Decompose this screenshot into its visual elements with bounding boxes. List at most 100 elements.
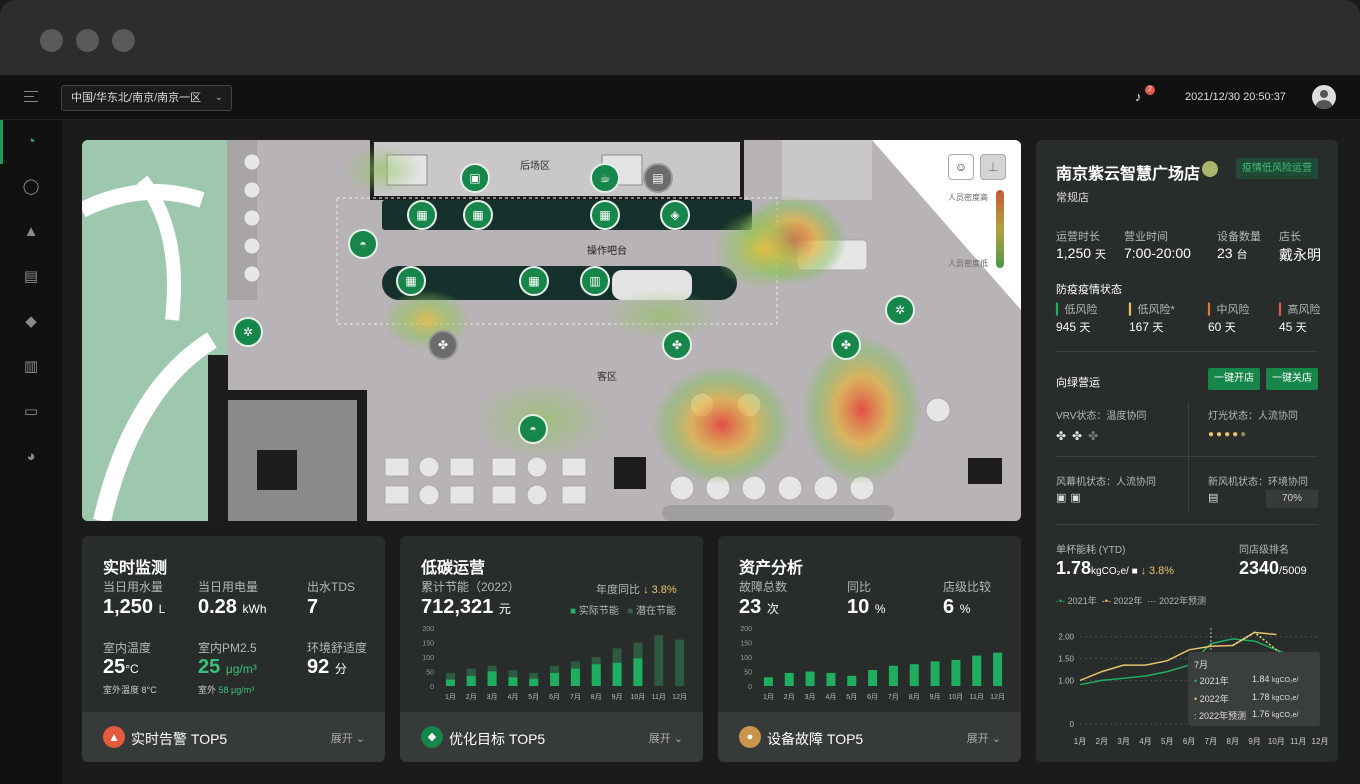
actual-saving-bar — [529, 678, 539, 686]
realtime-panel: 实时监测 当日用水量 1,250 L 当日用电量 0.28 kWh 出水TDS … — [82, 536, 385, 762]
vrv-fan-icons: ✤✤✤ — [1056, 429, 1105, 443]
fault-bar — [951, 659, 961, 686]
x-tick-label: 2月 — [466, 693, 477, 700]
clipboard-icon[interactable]: ▤ — [23, 268, 39, 285]
leaf-icon[interactable]: ◆ — [25, 313, 37, 330]
device-lamp-icon[interactable]: ◓ — [348, 229, 378, 259]
window-minimize-dot[interactable] — [76, 29, 99, 52]
epidemic-title: 防疫疫情状态 — [1056, 284, 1122, 296]
zone-label-bar: 操作吧台 — [587, 246, 627, 257]
device-fan-offline-icon[interactable]: ✤ — [428, 330, 458, 360]
alert-count-badge: 2 — [1145, 85, 1155, 95]
device-dispenser-icon[interactable]: ▥ — [580, 266, 610, 296]
pm25-value: 25 μg/m³ — [198, 656, 257, 678]
alert-bell-icon[interactable]: ♪ 2 — [1135, 85, 1155, 105]
fresh-air-status: 新风机状态：环境协同 — [1208, 477, 1308, 488]
rank-value: 2340/5009 — [1239, 558, 1307, 578]
monitor-icon[interactable]: ▭ — [23, 403, 39, 420]
realtime-footer[interactable]: ▲ 实时告警 TOP5 展开 ⌄ — [82, 712, 385, 762]
x-tick-label: 9月 — [930, 693, 941, 700]
asset-expand-button[interactable]: 展开 ⌄ — [966, 733, 1001, 745]
carbon-footer[interactable]: ◆ 优化目标 TOP5 展开 ⌄ — [400, 712, 703, 762]
fault-bar — [805, 671, 815, 686]
y-tick-label: 50 — [426, 670, 434, 677]
person-filter-button[interactable]: ☺ — [948, 154, 974, 180]
device-lamp-icon[interactable]: ◓ — [518, 414, 548, 444]
x-tick-label: 8月 — [1227, 737, 1239, 746]
device-airpurifier-icon[interactable]: ✲ — [233, 317, 263, 347]
fault-bar — [847, 675, 857, 686]
carbon-expand-button[interactable]: 展开 ⌄ — [648, 733, 683, 745]
carbon-yoy: 年度同比 ↓ 3.8% — [596, 584, 677, 596]
device-fridge-icon[interactable]: ▦ — [519, 266, 549, 296]
stat-label-devices: 设备数量 — [1217, 231, 1261, 243]
fault-bar — [993, 652, 1003, 686]
comfort-label: 环境舒适度 — [307, 641, 368, 655]
power-value: 0.28 kWh — [198, 596, 267, 618]
asset-footer[interactable]: ● 设备故障 TOP5 展开 ⌄ — [718, 712, 1021, 762]
y-tick-label: 100 — [422, 655, 434, 662]
device-fridge-icon[interactable]: ▦ — [463, 200, 493, 230]
asset-bar-chart: 0 50 100 150 200 1月 2月 3月 4月 5月 6月 7月 8月 9月 10月 11月 12月 — [740, 626, 1005, 700]
location-selector[interactable]: 中国/华东北/南京/南京一区 ⌄ — [61, 85, 232, 111]
pie-chart-icon[interactable]: ◕ — [26, 448, 36, 465]
device-airpurifier-icon[interactable]: ✲ — [885, 295, 915, 325]
realtime-expand-button[interactable]: 展开 ⌄ — [330, 733, 365, 745]
device-espresso-icon[interactable]: ☕ — [590, 163, 620, 193]
potential-saving-bar — [675, 639, 685, 686]
store-panel: 南京紫云智慧广场店 疫情低风险运营 常规店 运营时长 1,250 天 营业时间 … — [1036, 140, 1338, 762]
density-high-label: 人员密度高 — [948, 193, 988, 202]
x-tick-label: 12月 — [672, 693, 687, 700]
epidemic-low-star-value: 167 天 — [1129, 320, 1164, 334]
circle-icon[interactable]: ◯ — [22, 178, 40, 195]
carbon-value: 712,321 元 — [421, 596, 511, 618]
x-tick-label: 9月 — [1248, 737, 1260, 746]
floor-map[interactable]: 后场区 操作吧台 客区 ▣ ☕ ▤ ▦ ▦ ▦ ◈ ◓ ▦ ▦ ▥ ✲ ✤ ✤ … — [82, 140, 1021, 521]
window-close-dot[interactable] — [40, 29, 63, 52]
datetime: 2021/12/30 20:50:37 — [1185, 91, 1286, 103]
fault-bar — [930, 661, 940, 686]
zone-label-back: 后场区 — [520, 161, 550, 172]
menu-icon[interactable] — [24, 91, 38, 103]
divider — [1056, 351, 1318, 352]
tooltip-row: • 2022年 1.78 kgCO₂e/ — [1194, 692, 1299, 704]
x-tick-label: 9月 — [612, 693, 623, 700]
device-fan-icon[interactable]: ✤ — [831, 330, 861, 360]
asset-footer-title: 设备故障 TOP5 — [767, 731, 864, 747]
x-tick-label: 5月 — [528, 693, 539, 700]
tds-value: 7 — [307, 596, 319, 618]
device-fridge-icon[interactable]: ▦ — [396, 266, 426, 296]
device-offline-icon[interactable]: ▤ — [643, 163, 673, 193]
yoy-label: 同比 — [847, 580, 872, 594]
alarm-icon[interactable]: ▲ — [23, 223, 39, 240]
device-oven-icon[interactable]: ▣ — [460, 163, 490, 193]
window-maximize-dot[interactable] — [112, 29, 135, 52]
realtime-footer-title: 实时告警 TOP5 — [131, 731, 228, 747]
sidebar-active-indicator — [0, 120, 3, 164]
power-label: 当日用电量 — [198, 580, 259, 594]
y-tick-label: 0 — [748, 684, 752, 691]
tooltip-month: 7月 — [1194, 660, 1209, 670]
device-fan-icon[interactable]: ✤ — [662, 330, 692, 360]
x-tick-label: 4月 — [825, 693, 836, 700]
x-tick-label: 6月 — [867, 693, 878, 700]
cup-energy-label: 单杯能耗 (YTD) — [1056, 545, 1126, 556]
user-avatar[interactable] — [1312, 85, 1336, 109]
bean-icon: ● — [739, 726, 761, 748]
curtain-status: 风幕机状态：人流协同 — [1056, 477, 1156, 488]
open-store-button[interactable]: 一键开店 — [1208, 368, 1260, 390]
tooltip-row: : 2022年预测 1.76 kgCO₂e/ — [1194, 709, 1299, 721]
actual-saving-bar — [487, 671, 497, 686]
device-fridge-icon[interactable]: ▦ — [407, 200, 437, 230]
bar-chart-icon[interactable]: ▥ — [23, 358, 39, 375]
close-store-button[interactable]: 一键关店 — [1266, 368, 1318, 390]
carbon-panel: 低碳运营 累计节能（2022） 712,321 元 年度同比 ↓ 3.8% ■ … — [400, 536, 703, 762]
epidemic-high-label: ▎高风险 — [1279, 304, 1321, 316]
temperature-filter-button[interactable]: ⊥ — [980, 154, 1006, 180]
x-tick-label: 10月 — [631, 693, 646, 700]
x-tick-label: 1月 — [1074, 737, 1086, 746]
dashboard-icon[interactable]: ◔ — [26, 133, 36, 150]
x-tick-label: 2月 — [1096, 737, 1108, 746]
device-grinder-icon[interactable]: ◈ — [660, 200, 690, 230]
device-fridge-icon[interactable]: ▦ — [590, 200, 620, 230]
